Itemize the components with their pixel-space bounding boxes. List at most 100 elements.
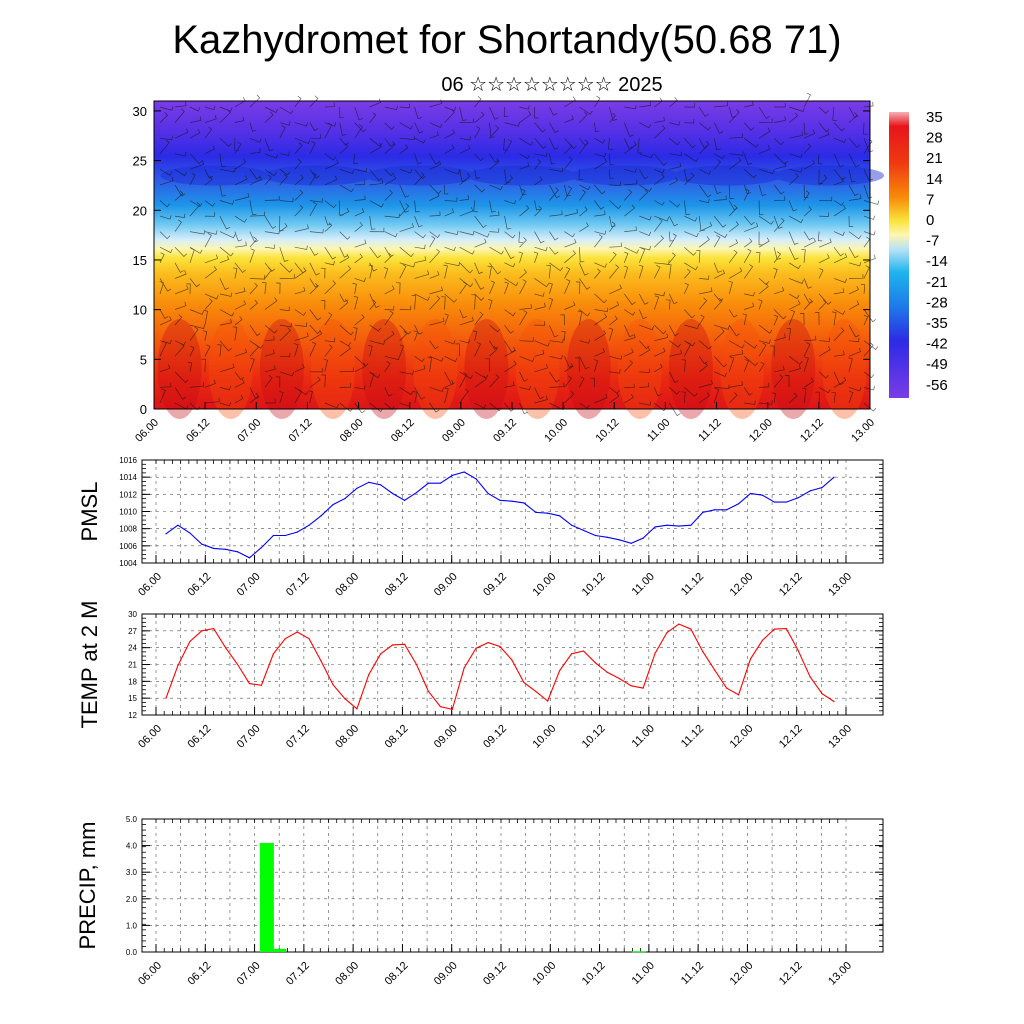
wind-barb bbox=[309, 330, 323, 342]
wind-barb bbox=[594, 210, 606, 217]
wind-barb bbox=[788, 231, 799, 245]
wind-barb bbox=[549, 355, 563, 360]
wind-barb bbox=[534, 152, 548, 157]
x-tick-label: 09.12 bbox=[491, 417, 519, 445]
wind-barb bbox=[639, 101, 651, 108]
wind-barb bbox=[279, 169, 291, 176]
heatmap-blob bbox=[467, 165, 578, 186]
wind-barb bbox=[623, 251, 629, 263]
wind-barb bbox=[444, 106, 457, 112]
wind-barb bbox=[548, 282, 553, 295]
wind-barb bbox=[217, 344, 222, 357]
wind-barb bbox=[669, 349, 682, 357]
wind-barb bbox=[564, 143, 573, 154]
wind-barb bbox=[623, 138, 633, 149]
x-tick-label: 12.00 bbox=[728, 571, 756, 599]
temp-point bbox=[594, 662, 597, 664]
temp-point bbox=[773, 628, 775, 630]
wind-barb bbox=[472, 330, 478, 341]
wind-barb bbox=[308, 390, 313, 404]
pmsl-point bbox=[630, 542, 632, 544]
wind-barb bbox=[788, 173, 799, 186]
wind-barb bbox=[219, 309, 235, 317]
wind-barb bbox=[324, 222, 333, 232]
x-tick-label: 09.12 bbox=[481, 960, 509, 988]
wind-barb bbox=[399, 324, 412, 335]
wind-barb bbox=[159, 169, 173, 176]
wind-barb bbox=[459, 309, 468, 319]
wind-barb bbox=[818, 130, 830, 139]
colorbar-label: -56 bbox=[926, 377, 948, 394]
wind-barb bbox=[848, 300, 860, 310]
temp-point bbox=[833, 700, 835, 703]
wind-barb bbox=[833, 177, 844, 186]
wind-barb bbox=[204, 200, 216, 207]
wind-barb bbox=[399, 135, 415, 140]
x-tick-label: 08.12 bbox=[383, 960, 411, 988]
x-tick-label: 07.12 bbox=[284, 723, 312, 751]
wind-barb bbox=[684, 215, 698, 222]
wind-barb bbox=[519, 268, 527, 279]
temp-point bbox=[487, 642, 489, 644]
wind-barb bbox=[368, 264, 374, 279]
temp-point bbox=[749, 658, 752, 660]
temp-point bbox=[284, 638, 286, 640]
wind-barb bbox=[519, 110, 532, 123]
wind-barb bbox=[174, 285, 189, 295]
wind-barb bbox=[863, 265, 870, 279]
wind-barb bbox=[429, 387, 444, 392]
wind-barb bbox=[713, 138, 721, 151]
heatmap-blob bbox=[771, 319, 816, 419]
wind-barb bbox=[159, 246, 173, 254]
wind-barb bbox=[863, 254, 876, 264]
wind-barb bbox=[504, 247, 515, 260]
wind-barb bbox=[743, 356, 759, 367]
wind-barb bbox=[279, 173, 288, 186]
wind-barb bbox=[444, 387, 449, 404]
wind-barb bbox=[219, 340, 232, 352]
wind-barb bbox=[504, 402, 515, 412]
wind-barb bbox=[713, 215, 727, 228]
wind-barb bbox=[578, 169, 584, 180]
wind-barb bbox=[309, 141, 316, 154]
wind-barb bbox=[174, 340, 186, 346]
x-tick-label: 08.12 bbox=[383, 723, 411, 751]
wind-barb bbox=[219, 153, 226, 168]
wind-barb bbox=[504, 360, 517, 373]
wind-barb bbox=[758, 237, 770, 248]
wind-barb bbox=[249, 324, 261, 337]
wind-barb bbox=[699, 221, 713, 232]
wind-barb bbox=[294, 142, 303, 154]
wind-barb bbox=[455, 343, 460, 357]
wind-barb bbox=[863, 314, 869, 326]
wind-barb bbox=[232, 326, 238, 341]
wind-barb bbox=[354, 277, 366, 283]
wind-barb bbox=[429, 248, 440, 264]
wind-barb bbox=[561, 330, 566, 341]
temp-point bbox=[714, 669, 716, 671]
wind-barb bbox=[249, 340, 264, 349]
wind-barb bbox=[684, 246, 697, 256]
wind-barb bbox=[848, 347, 862, 357]
temp-point bbox=[356, 708, 358, 710]
wind-barb bbox=[264, 262, 276, 272]
wind-barb bbox=[579, 356, 590, 370]
wind-barb bbox=[174, 343, 185, 357]
pmsl-panel: 1004 1006 1008 1010 1012 1014 1016 06.00 06.12 07… bbox=[77, 456, 884, 599]
y-tick-label: 1014 bbox=[119, 473, 137, 482]
wind-barb bbox=[264, 138, 274, 152]
wind-barb bbox=[459, 372, 468, 388]
wind-barb bbox=[369, 293, 380, 308]
pmsl-point bbox=[332, 504, 334, 506]
colorbar-label: -49 bbox=[926, 356, 948, 373]
x-tick-label: 06.12 bbox=[185, 960, 213, 988]
heatmap-field bbox=[154, 101, 870, 409]
wind-barb bbox=[189, 106, 201, 112]
wind-barb bbox=[474, 262, 483, 274]
wind-barb bbox=[743, 359, 749, 372]
wind-barb bbox=[294, 204, 304, 217]
wind-barb bbox=[758, 342, 767, 357]
wind-barb bbox=[774, 333, 786, 342]
pmsl-point bbox=[785, 501, 787, 503]
wind-barb bbox=[489, 106, 499, 120]
